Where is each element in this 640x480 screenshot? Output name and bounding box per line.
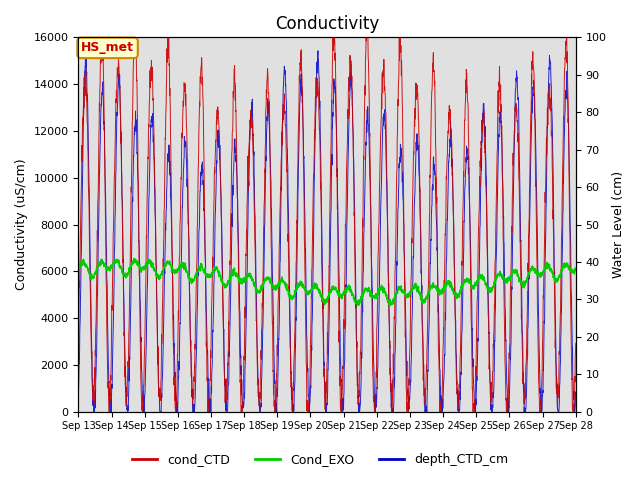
Y-axis label: Water Level (cm): Water Level (cm) xyxy=(612,171,625,278)
Legend: cond_CTD, Cond_EXO, depth_CTD_cm: cond_CTD, Cond_EXO, depth_CTD_cm xyxy=(127,448,513,471)
Text: HS_met: HS_met xyxy=(81,41,134,54)
Title: Conductivity: Conductivity xyxy=(275,15,379,33)
Y-axis label: Conductivity (uS/cm): Conductivity (uS/cm) xyxy=(15,159,28,290)
